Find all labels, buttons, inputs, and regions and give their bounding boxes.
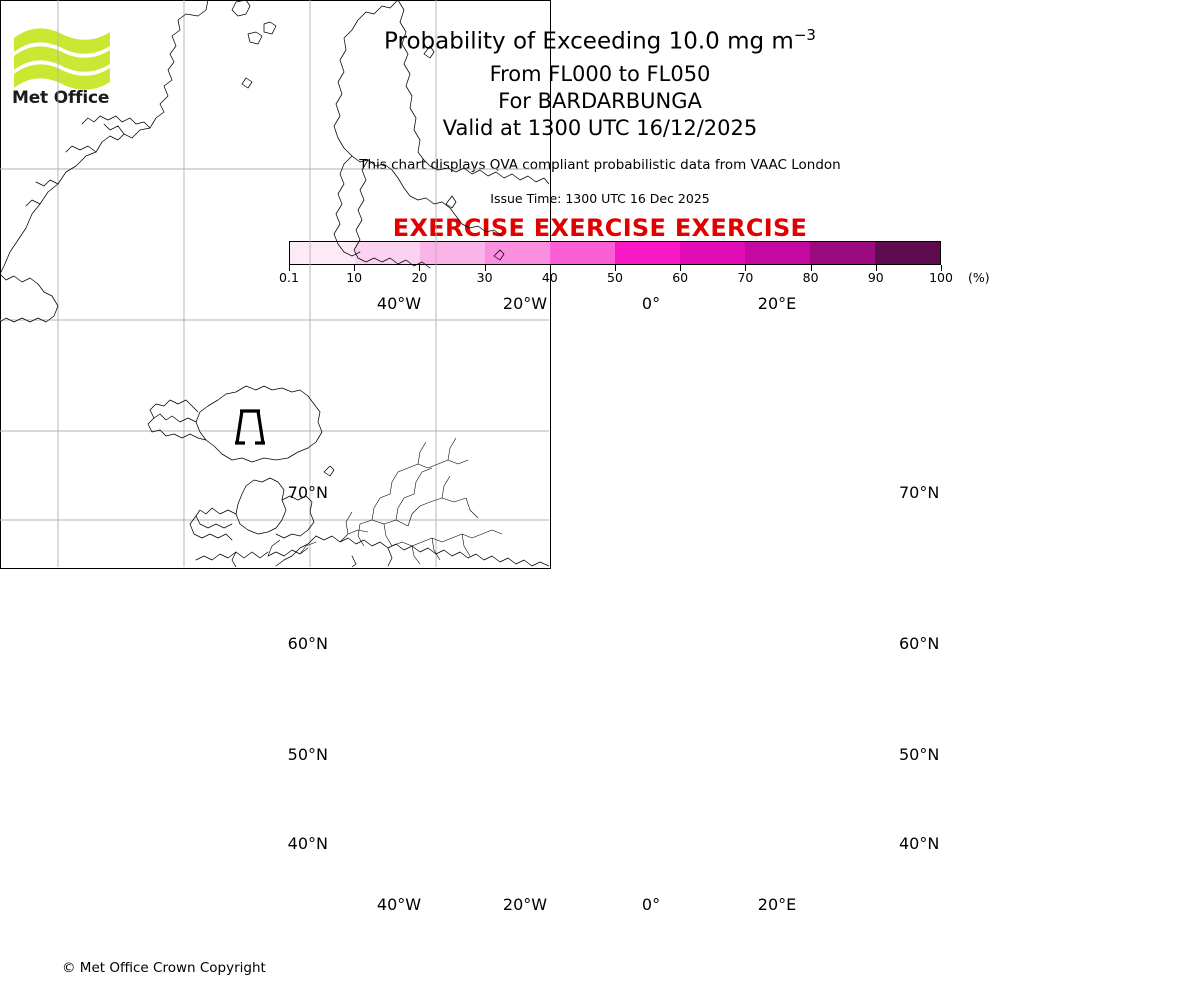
lon-label-bottom-0: 0° — [641, 895, 661, 914]
colorbar-tick-80 — [810, 265, 812, 271]
colorbar-tick-20 — [419, 265, 421, 271]
map-gridlines — [0, 0, 549, 567]
colorbar-segment-6 — [680, 242, 745, 264]
colorbar-tick-0.1 — [289, 265, 290, 271]
chart-title-exponent: −3 — [793, 26, 816, 44]
met-office-logo-text: Met Office — [12, 88, 110, 108]
colorbar-tick-90 — [875, 265, 877, 271]
copyright-notice: © Met Office Crown Copyright — [62, 960, 266, 976]
coastline-scandinavia — [333, 0, 549, 269]
lat-label-right-50n: 50°N — [899, 745, 940, 764]
colorbar-tick-label-40: 40 — [541, 270, 558, 285]
coastline-iceland — [147, 385, 323, 463]
colorbar-tick-70 — [745, 265, 747, 271]
colorbar-segment-9 — [875, 242, 940, 264]
colorbar-segment-0 — [290, 242, 355, 264]
coastline-arctic-islands — [231, 0, 435, 89]
colorbar-tick-label-30: 30 — [476, 270, 493, 285]
lat-label-left-40n: 40°N — [287, 834, 328, 853]
lon-label-top-0: 0° — [641, 294, 661, 313]
volcano-subtitle: For BARDARBUNGA — [498, 89, 702, 113]
coastline-continental-europe — [195, 535, 549, 567]
lon-label-bottom-20w: 20°W — [502, 895, 548, 914]
issue-time: Issue Time: 1300 UTC 16 Dec 2025 — [490, 191, 710, 206]
colorbar-segment-7 — [745, 242, 810, 264]
colorbar-tick-label-60: 60 — [672, 270, 689, 285]
lat-label-left-50n: 50°N — [287, 745, 328, 764]
colorbar-tick-label-70: 70 — [737, 270, 754, 285]
colorbar-tick-label-20: 20 — [411, 270, 428, 285]
colorbar-tick-10 — [354, 265, 356, 271]
coastline-greenland — [0, 0, 209, 323]
lat-label-left-70n: 70°N — [287, 483, 328, 502]
lon-label-top-20w: 20°W — [502, 294, 548, 313]
colorbar-tick-40 — [549, 265, 551, 271]
colorbar-tick-30 — [484, 265, 486, 271]
lon-label-top-20e: 20°E — [757, 294, 797, 313]
colorbar-segment-5 — [615, 242, 680, 264]
lon-label-bottom-20e: 20°E — [757, 895, 797, 914]
colorbar-tick-label-0.1: 0.1 — [279, 270, 299, 285]
met-office-logo — [12, 24, 112, 104]
coastline-small-isles — [323, 195, 505, 477]
chart-title-text: Probability of Exceeding 10.0 mg m — [384, 28, 794, 55]
colorbar-tick-label-50: 50 — [607, 270, 623, 285]
colorbar-tick-label-80: 80 — [802, 270, 819, 285]
lon-label-bottom-40w: 40°W — [376, 895, 422, 914]
lat-label-right-70n: 70°N — [899, 483, 940, 502]
volcano-marker-bardarbunga — [235, 409, 265, 445]
colorbar-unit-label: (%) — [968, 270, 990, 285]
lat-label-left-60n: 60°N — [287, 634, 328, 653]
exercise-banner: EXERCISE EXERCISE EXERCISE — [392, 214, 808, 242]
map-panel[interactable] — [0, 0, 551, 569]
lon-label-top-40w: 40°W — [376, 294, 422, 313]
colorbar-tick-label-10: 10 — [346, 270, 363, 285]
colorbar-tick-label-90: 90 — [867, 270, 884, 285]
valid-time-subtitle: Valid at 1300 UTC 16/12/2025 — [442, 116, 758, 140]
country-borders — [267, 437, 503, 565]
colorbar-tick-60 — [680, 265, 682, 271]
flight-level-subtitle: From FL000 to FL050 — [489, 62, 711, 86]
colorbar-segment-4 — [550, 242, 615, 264]
colorbar-tick-100 — [941, 265, 942, 271]
colorbar-segment-1 — [355, 242, 420, 264]
colorbar-tick-label-100: 100 — [929, 270, 953, 285]
lat-label-right-40n: 40°N — [899, 834, 940, 853]
lat-label-right-60n: 60°N — [899, 634, 940, 653]
chart-title: Probability of Exceeding 10.0 mg m−3 — [0, 26, 1200, 55]
colorbar-segment-8 — [810, 242, 875, 264]
colorbar-tick-50 — [615, 265, 616, 271]
coastline-british-isles — [189, 477, 315, 541]
